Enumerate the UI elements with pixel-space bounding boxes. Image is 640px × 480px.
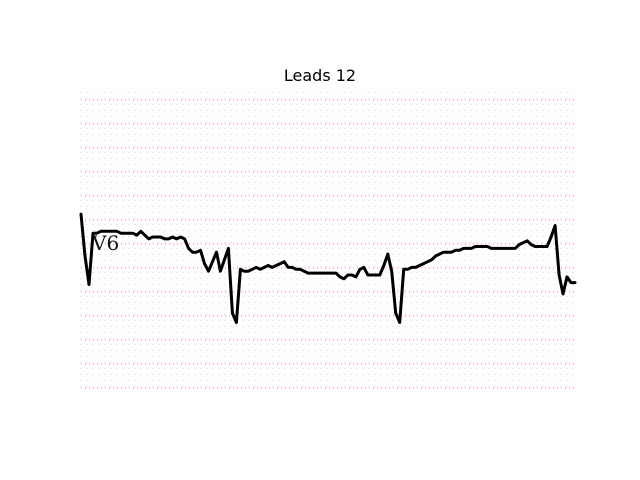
lead-label: V6 [91,231,119,255]
ecg-trace-line [79,212,577,324]
grid-minor-dots [80,92,574,392]
plot-background [81,92,575,392]
chart-title: Leads 12 [283,66,357,85]
